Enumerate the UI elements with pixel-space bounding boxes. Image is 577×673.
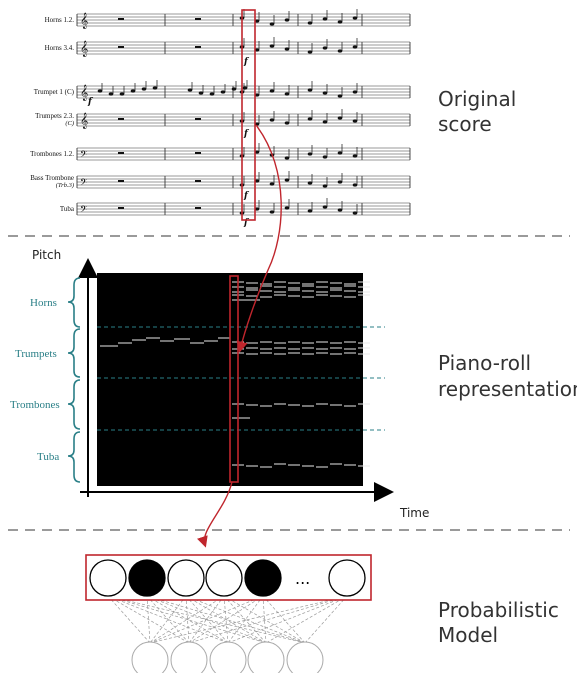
staff-5: Trombones 1.2. 𝄢 (30, 143, 411, 162)
hidden-unit (209, 641, 247, 673)
visible-unit (244, 559, 282, 597)
hidden-layer (107, 595, 348, 673)
staff-7: Tuba 𝄢 f (60, 198, 411, 228)
clef-icon: 𝄞 (80, 85, 88, 101)
clef-icon: 𝄢 (80, 149, 87, 162)
staff-name: Trumpets 2.3. (35, 112, 74, 120)
staff-name: Trumpet 1 (C) (34, 88, 75, 96)
dynamic-mark: f (243, 191, 250, 201)
hidden-unit (131, 641, 169, 673)
instrument-horns: Horns (30, 297, 57, 309)
dynamic-mark: f (243, 218, 250, 228)
clef-icon: 𝄢 (80, 204, 87, 217)
score-highlight-box (241, 9, 256, 221)
label-model-1: Probabilistic (438, 598, 559, 622)
pianoroll-to-model-arrow (197, 481, 233, 548)
dynamic-mark: f (87, 97, 94, 107)
staff-4: Trumpets 2.3.(C) 𝄞 f (35, 109, 411, 139)
visible-unit (205, 559, 243, 597)
hidden-unit (247, 641, 285, 673)
staff-name: Horns 3.4. (45, 44, 75, 52)
pianoroll-highlight-box (229, 275, 239, 483)
y-axis-label: Pitch (32, 248, 61, 262)
visible-unit (328, 559, 366, 597)
instrument-trombones: Trombones (10, 399, 60, 411)
instrument-separators (97, 326, 385, 431)
score-to-pianoroll-arrow (236, 124, 282, 353)
label-pianoroll-2: representation (438, 377, 577, 401)
instrument-tuba: Tuba (37, 451, 59, 463)
label-original-1: Original (438, 87, 516, 111)
dynamic-mark: f (243, 129, 250, 139)
pianoroll-notes (100, 281, 370, 468)
x-axis-label: Time (399, 506, 429, 520)
visible-unit (167, 559, 205, 597)
staff-1: Horns 1.2. 𝄞 (45, 9, 411, 29)
visible-layer (89, 559, 366, 597)
dynamic-mark: f (243, 57, 250, 67)
staff-sub: (C) (65, 120, 74, 127)
visible-unit (128, 559, 166, 597)
staff-3: Trumpet 1 (C) 𝄞 (34, 80, 411, 101)
staff-2: Horns 3.4. 𝄞 f (45, 37, 411, 67)
label-original-2: score (438, 112, 492, 136)
label-pianoroll-1: Piano-roll (438, 351, 531, 375)
hidden-unit (170, 641, 208, 673)
instrument-trumpets: Trumpets (15, 348, 57, 360)
clef-icon: 𝄞 (80, 113, 88, 129)
instrument-braces (67, 277, 81, 483)
staff-name: Bass Trombone (30, 174, 74, 182)
staff-name: Horns 1.2. (45, 16, 75, 24)
clef-icon: 𝄞 (80, 13, 88, 29)
hidden-unit (286, 641, 324, 673)
clef-icon: 𝄞 (80, 41, 88, 57)
staff-sub: (Trb.3) (56, 182, 74, 189)
staff-6: Bass Trombone(Trb.3) 𝄢 f (30, 171, 411, 201)
label-model-2: Model (438, 623, 498, 647)
ellipsis: ... (295, 569, 310, 588)
staff-name: Trombones 1.2. (30, 150, 74, 158)
visible-unit (89, 559, 127, 597)
clef-icon: 𝄢 (80, 177, 87, 190)
staff-name: Tuba (60, 205, 75, 213)
